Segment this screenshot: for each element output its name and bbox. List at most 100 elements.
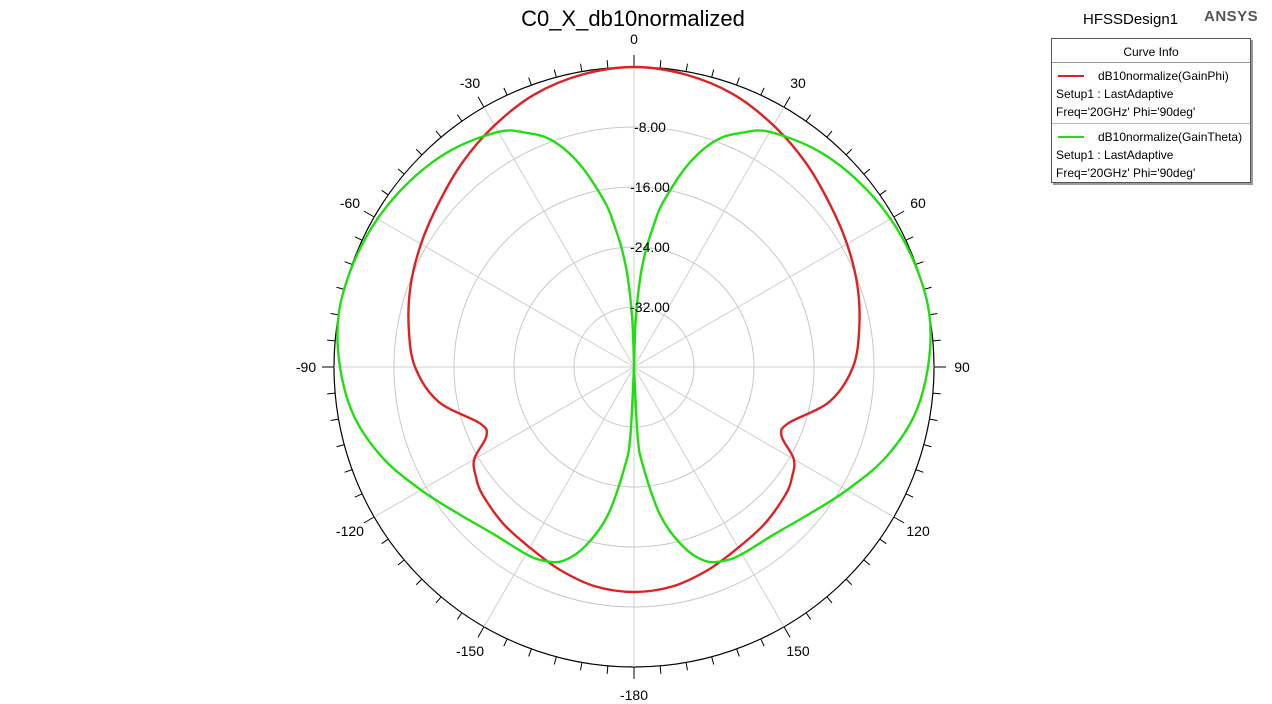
angle-tick-mark [381,538,389,545]
angle-tick-label: -90 [296,359,316,375]
angle-tick-label: -60 [340,195,360,211]
angle-tick-mark [783,96,791,108]
angle-tick-mark [528,648,532,657]
angle-tick-mark [363,516,375,524]
angle-tick-label: 30 [790,75,806,91]
angle-tick-mark [553,69,557,78]
angle-tick-label: -180 [620,687,648,703]
angle-tick-mark [553,656,557,665]
angle-tick-mark [905,236,914,241]
legend-entry-gainphi: dB10normalize(GainPhi) Setup1 : LastAdap… [1052,63,1250,121]
angle-tick-mark [606,665,609,674]
radial-tick-label: -24.00 [630,239,670,255]
angle-tick-label: 0 [630,31,638,47]
legend-swatch-gaintheta [1058,135,1084,138]
legend-setup-label: Setup1 : LastAdaptive [1056,87,1174,101]
design-name: HFSSDesign1 [1083,11,1179,28]
angle-tick-mark [415,148,423,156]
legend-header: Curve Info [1052,39,1250,63]
angle-spoke [633,366,785,628]
angle-tick-mark [685,662,688,671]
angle-tick-mark [330,313,339,316]
angle-tick-label: 60 [910,195,926,211]
angle-tick-mark [327,339,336,342]
angle-tick-mark [805,114,812,122]
angle-spoke [483,106,635,368]
angle-tick-mark [805,612,812,620]
angle-tick-mark [915,261,924,265]
angle-tick-mark [659,665,662,674]
angle-tick-mark [685,63,688,72]
angle-tick-mark [477,626,485,638]
angle-tick-mark [845,578,853,586]
angle-spoke [373,366,635,518]
angle-tick-mark [344,261,353,265]
polar-grid [322,55,946,679]
angle-tick-mark [863,559,871,566]
angle-tick-mark [397,168,405,175]
angle-tick-label: 90 [954,359,970,375]
angle-tick-mark [826,596,833,604]
legend-series-name: dB10normalize(GainTheta) [1098,130,1243,144]
angle-tick-mark [932,339,941,342]
radial-tick-label: -8.00 [634,119,666,135]
angle-tick-mark [760,87,765,96]
legend-freq-label: Freq='20GHz' Phi='90deg' [1056,105,1196,119]
angle-tick-mark [435,596,442,604]
angle-tick-mark [477,96,485,108]
legend-freq-label: Freq='20GHz' Phi='90deg' [1056,166,1196,180]
angle-spoke [633,216,895,368]
angle-tick-mark [711,69,715,78]
angle-tick-mark [879,189,887,196]
angle-tick-label: -150 [456,643,484,659]
angle-spoke [483,366,635,628]
radial-tick-label: -16.00 [630,179,670,195]
angle-tick-mark [327,392,336,395]
curves [336,65,932,594]
angle-spoke [633,106,785,368]
angle-tick-mark [381,189,389,196]
angle-tick-mark [783,626,791,638]
series-line-gaintheta [336,129,932,564]
angle-tick-mark [397,559,405,566]
angle-tick-mark [863,168,871,175]
angle-tick-mark [580,63,583,72]
angle-tick-mark [915,469,924,473]
curve-info-legend: Curve Info dB10normalize(GainPhi) Setup1… [1051,38,1251,183]
series-line-gainphi [407,65,861,594]
angle-tick-mark [435,130,442,138]
angle-tick-mark [606,60,609,69]
angle-tick-mark [760,638,765,647]
angle-tick-mark [736,648,740,657]
angle-tick-mark [354,236,363,241]
angle-tick-mark [336,444,345,448]
angle-tick-mark [826,130,833,138]
angle-tick-label: -120 [336,523,364,539]
angle-tick-mark [929,313,938,316]
angle-tick-mark [456,612,463,620]
legend-setup-label: Setup1 : LastAdaptive [1056,148,1174,162]
angle-tick-mark [330,418,339,421]
angle-tick-mark [363,210,375,218]
angle-tick-mark [845,148,853,156]
angle-tick-mark [905,493,914,498]
angle-tick-mark [893,210,905,218]
angle-tick-mark [503,638,508,647]
legend-entry-gaintheta: dB10normalize(GainTheta) Setup1 : LastAd… [1052,123,1250,182]
angle-tick-mark [879,538,887,545]
angle-tick-mark [528,77,532,86]
legend-series-name: dB10normalize(GainPhi) [1098,69,1229,83]
angle-tick-mark [736,77,740,86]
angle-tick-mark [503,87,508,96]
angle-tick-mark [580,662,583,671]
angle-tick-mark [893,516,905,524]
angle-tick-mark [354,493,363,498]
tick-labels: 0 30 60 90 120 150 -180 -150 -120 -90 -60 -30 -8.00 -… [296,31,970,703]
angle-tick-mark [456,114,463,122]
angle-tick-mark [415,578,423,586]
radial-tick-label: -32.00 [630,299,670,315]
angle-tick-mark [711,656,715,665]
angle-tick-mark [929,418,938,421]
angle-tick-mark [932,392,941,395]
